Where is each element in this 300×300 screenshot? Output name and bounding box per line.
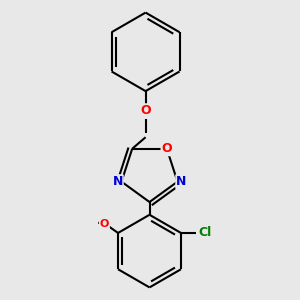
Text: N: N [112,175,123,188]
Text: O: O [161,142,172,155]
Text: O: O [140,104,151,117]
Text: N: N [176,175,187,188]
Text: Cl: Cl [198,226,211,239]
Text: O: O [100,219,109,229]
